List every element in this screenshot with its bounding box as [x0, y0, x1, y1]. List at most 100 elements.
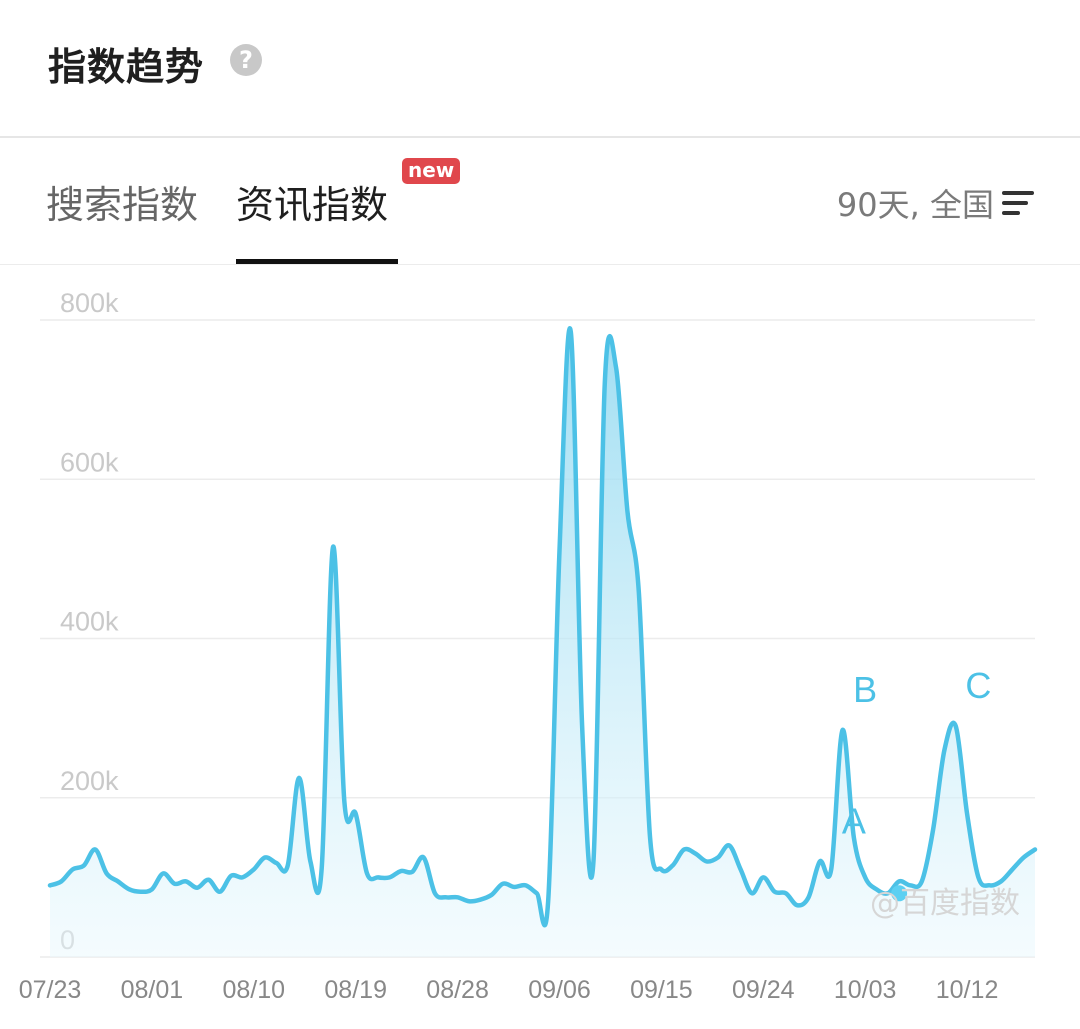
data-point[interactable]	[1032, 847, 1038, 853]
data-point[interactable]	[568, 329, 574, 335]
data-point[interactable]	[455, 894, 461, 900]
x-tick-label: 09/15	[630, 976, 693, 1004]
data-point[interactable]	[670, 862, 676, 868]
question-circle-icon[interactable]: ?	[230, 44, 262, 76]
data-point[interactable]	[92, 847, 98, 853]
data-point[interactable]	[806, 894, 812, 900]
filter-lines-icon	[1002, 189, 1034, 217]
data-point[interactable]	[353, 811, 359, 817]
data-point[interactable]	[704, 858, 710, 864]
data-point[interactable]	[421, 854, 427, 860]
series-line	[47, 326, 1038, 928]
data-point[interactable]	[624, 508, 630, 514]
x-tick-label: 08/10	[223, 976, 286, 1004]
data-point[interactable]	[760, 874, 766, 880]
data-point[interactable]	[749, 890, 755, 896]
filter-button[interactable]: 90天, 全国	[837, 180, 1034, 226]
data-point[interactable]	[489, 892, 495, 898]
data-point[interactable]	[432, 890, 438, 896]
data-point[interactable]	[194, 885, 200, 891]
data-point[interactable]	[534, 890, 540, 896]
page-title: 指数趋势	[48, 45, 205, 89]
data-point[interactable]	[160, 870, 166, 876]
data-point[interactable]	[409, 869, 415, 875]
data-point[interactable]	[319, 865, 325, 871]
data-point[interactable]	[183, 878, 189, 884]
filter-label: 90天, 全国	[836, 186, 994, 224]
data-point[interactable]	[998, 878, 1004, 884]
data-point[interactable]	[47, 882, 53, 888]
data-point[interactable]	[285, 862, 291, 868]
data-point[interactable]	[477, 897, 483, 903]
data-point[interactable]	[296, 775, 302, 781]
data-point[interactable]	[953, 723, 959, 729]
data-point[interactable]	[307, 858, 313, 864]
data-point[interactable]	[115, 878, 121, 884]
data-point[interactable]	[862, 874, 868, 880]
data-point[interactable]	[364, 870, 370, 876]
data-point[interactable]	[840, 727, 846, 733]
data-point[interactable]	[681, 847, 687, 853]
highlight-point[interactable]	[891, 885, 908, 902]
active-tab-underline	[236, 259, 398, 264]
data-point[interactable]	[772, 889, 778, 895]
data-point[interactable]	[104, 870, 110, 876]
data-point[interactable]	[466, 898, 472, 904]
data-point[interactable]	[58, 878, 64, 884]
data-point[interactable]	[228, 873, 234, 879]
data-point[interactable]	[149, 886, 155, 892]
data-point[interactable]	[387, 874, 393, 880]
data-point[interactable]	[658, 866, 664, 872]
data-point[interactable]	[941, 747, 947, 753]
data-point[interactable]	[443, 894, 449, 900]
annotation-label: B	[853, 669, 877, 710]
data-point[interactable]	[206, 877, 212, 883]
data-point[interactable]	[1021, 854, 1027, 860]
data-point[interactable]	[138, 889, 144, 895]
data-point[interactable]	[817, 858, 823, 864]
data-point[interactable]	[828, 866, 834, 872]
data-point[interactable]	[262, 854, 268, 860]
data-point[interactable]	[70, 866, 76, 872]
data-point[interactable]	[251, 866, 257, 872]
data-point[interactable]	[726, 843, 732, 849]
data-point[interactable]	[398, 868, 404, 874]
data-point[interactable]	[375, 874, 381, 880]
data-point[interactable]	[239, 874, 245, 880]
data-point[interactable]	[930, 827, 936, 833]
data-point[interactable]	[715, 854, 721, 860]
data-point[interactable]	[783, 890, 789, 896]
data-point[interactable]	[919, 878, 925, 884]
data-point[interactable]	[126, 886, 132, 892]
annotation-label: C	[965, 665, 991, 706]
data-point[interactable]	[613, 365, 619, 371]
data-point[interactable]	[794, 902, 800, 908]
data-point[interactable]	[1009, 866, 1015, 872]
data-point[interactable]	[273, 860, 279, 866]
data-point[interactable]	[217, 889, 223, 895]
data-point[interactable]	[602, 381, 608, 387]
data-point[interactable]	[330, 544, 336, 550]
data-point[interactable]	[579, 723, 585, 729]
header: 指数趋势 ?	[0, 0, 1080, 138]
data-point[interactable]	[545, 898, 551, 904]
trend-chart: 0200k400k600k800k 07/2308/0108/1008/1908…	[19, 288, 1038, 1004]
data-point[interactable]	[81, 862, 87, 868]
tab-search-index[interactable]: 搜索指数	[46, 183, 199, 227]
data-point[interactable]	[523, 882, 529, 888]
tab-news-index[interactable]: 资讯指数	[236, 183, 389, 227]
data-point[interactable]	[172, 881, 178, 887]
data-point[interactable]	[647, 835, 653, 841]
data-point[interactable]	[896, 878, 902, 884]
watermark: @百度指数	[870, 886, 1020, 921]
data-point[interactable]	[692, 850, 698, 856]
data-point[interactable]	[590, 858, 596, 864]
data-point[interactable]	[500, 881, 506, 887]
data-point[interactable]	[556, 548, 562, 554]
data-point[interactable]	[738, 866, 744, 872]
data-point[interactable]	[975, 874, 981, 880]
data-point[interactable]	[511, 884, 517, 890]
data-point[interactable]	[636, 588, 642, 594]
data-point[interactable]	[341, 799, 347, 805]
data-point[interactable]	[964, 811, 970, 817]
